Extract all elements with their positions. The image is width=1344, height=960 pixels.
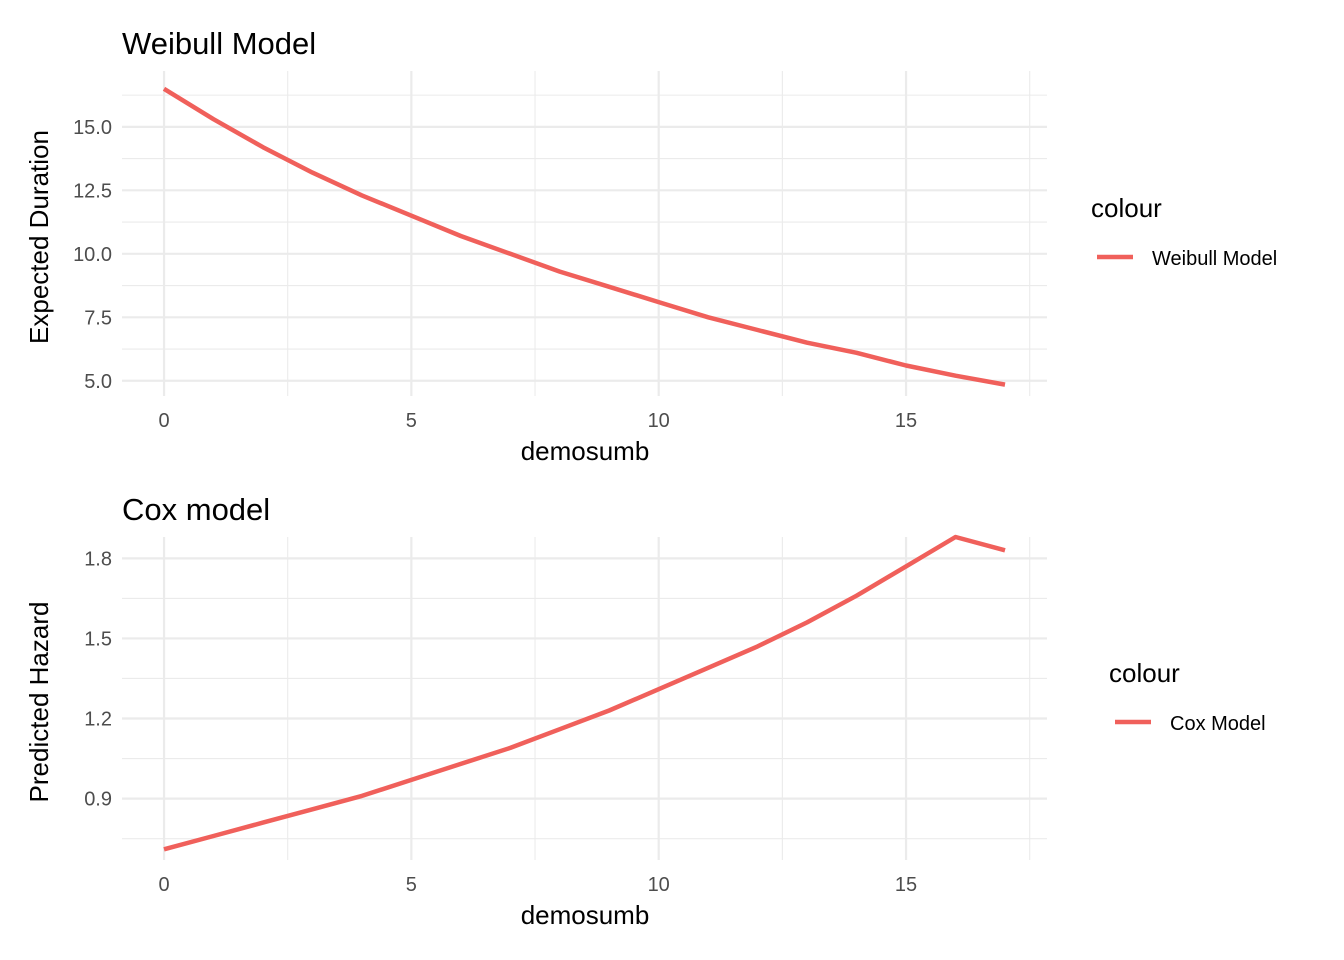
weibull-y-tick-label: 12.5 (73, 180, 112, 202)
cox-title: Cox model (122, 492, 270, 527)
cox-grid (122, 537, 1047, 860)
weibull-x-tick-label: 0 (158, 410, 169, 432)
weibull-x-tick-label: 15 (895, 410, 917, 432)
cox-legend-label: Cox Model (1170, 713, 1266, 735)
cox-y-ticks: 0.9 1.2 1.5 1.8 (84, 548, 112, 810)
weibull-x-axis-label: demosumb (521, 436, 650, 466)
cox-panel: Cox model 0.9 1.2 1.5 1.8 0 5 10 15 demosumb P… (24, 492, 1266, 930)
weibull-panel: Weibull Model 5.07.510.012.515.0 0 5 10 15 … (24, 26, 1277, 466)
weibull-y-tick-label: 15.0 (73, 117, 112, 139)
cox-x-ticks: 0 5 10 15 (158, 874, 917, 896)
cox-y-tick-label: 0.9 (84, 789, 112, 811)
weibull-y-tick-label: 10.0 (73, 244, 112, 266)
weibull-y-tick-label: 5.0 (84, 371, 112, 393)
cox-x-tick-label: 15 (895, 874, 917, 896)
weibull-y-axis-label: Expected Duration (24, 130, 54, 344)
weibull-y-tick-label: 7.5 (84, 307, 112, 329)
weibull-legend-title: colour (1091, 193, 1162, 223)
cox-y-axis-label: Predicted Hazard (24, 602, 54, 803)
weibull-x-tick-label: 5 (406, 410, 417, 432)
weibull-x-tick-label: 10 (648, 410, 670, 432)
cox-legend: colour Cox Model (1109, 658, 1266, 735)
cox-x-tick-label: 0 (158, 874, 169, 896)
cox-y-tick-label: 1.5 (84, 628, 112, 650)
weibull-series-line (162, 86, 1006, 387)
cox-y-tick-label: 1.2 (84, 709, 112, 731)
cox-legend-title: colour (1109, 658, 1180, 688)
cox-x-tick-label: 10 (648, 874, 670, 896)
cox-x-axis-label: demosumb (521, 900, 650, 930)
weibull-grid (122, 71, 1047, 396)
weibull-x-ticks: 0 5 10 15 (158, 410, 917, 432)
weibull-y-ticks: 5.0 7.5 10.0 12.5 15.0 (73, 117, 112, 393)
cox-y-tick-label: 1.8 (84, 548, 112, 570)
weibull-title: Weibull Model (122, 26, 316, 61)
cox-x-tick-label: 5 (406, 874, 417, 896)
cox-series-line (163, 534, 1006, 852)
weibull-legend-label: Weibull Model (1152, 248, 1277, 270)
weibull-legend: colour Weibull Model (1091, 193, 1277, 270)
